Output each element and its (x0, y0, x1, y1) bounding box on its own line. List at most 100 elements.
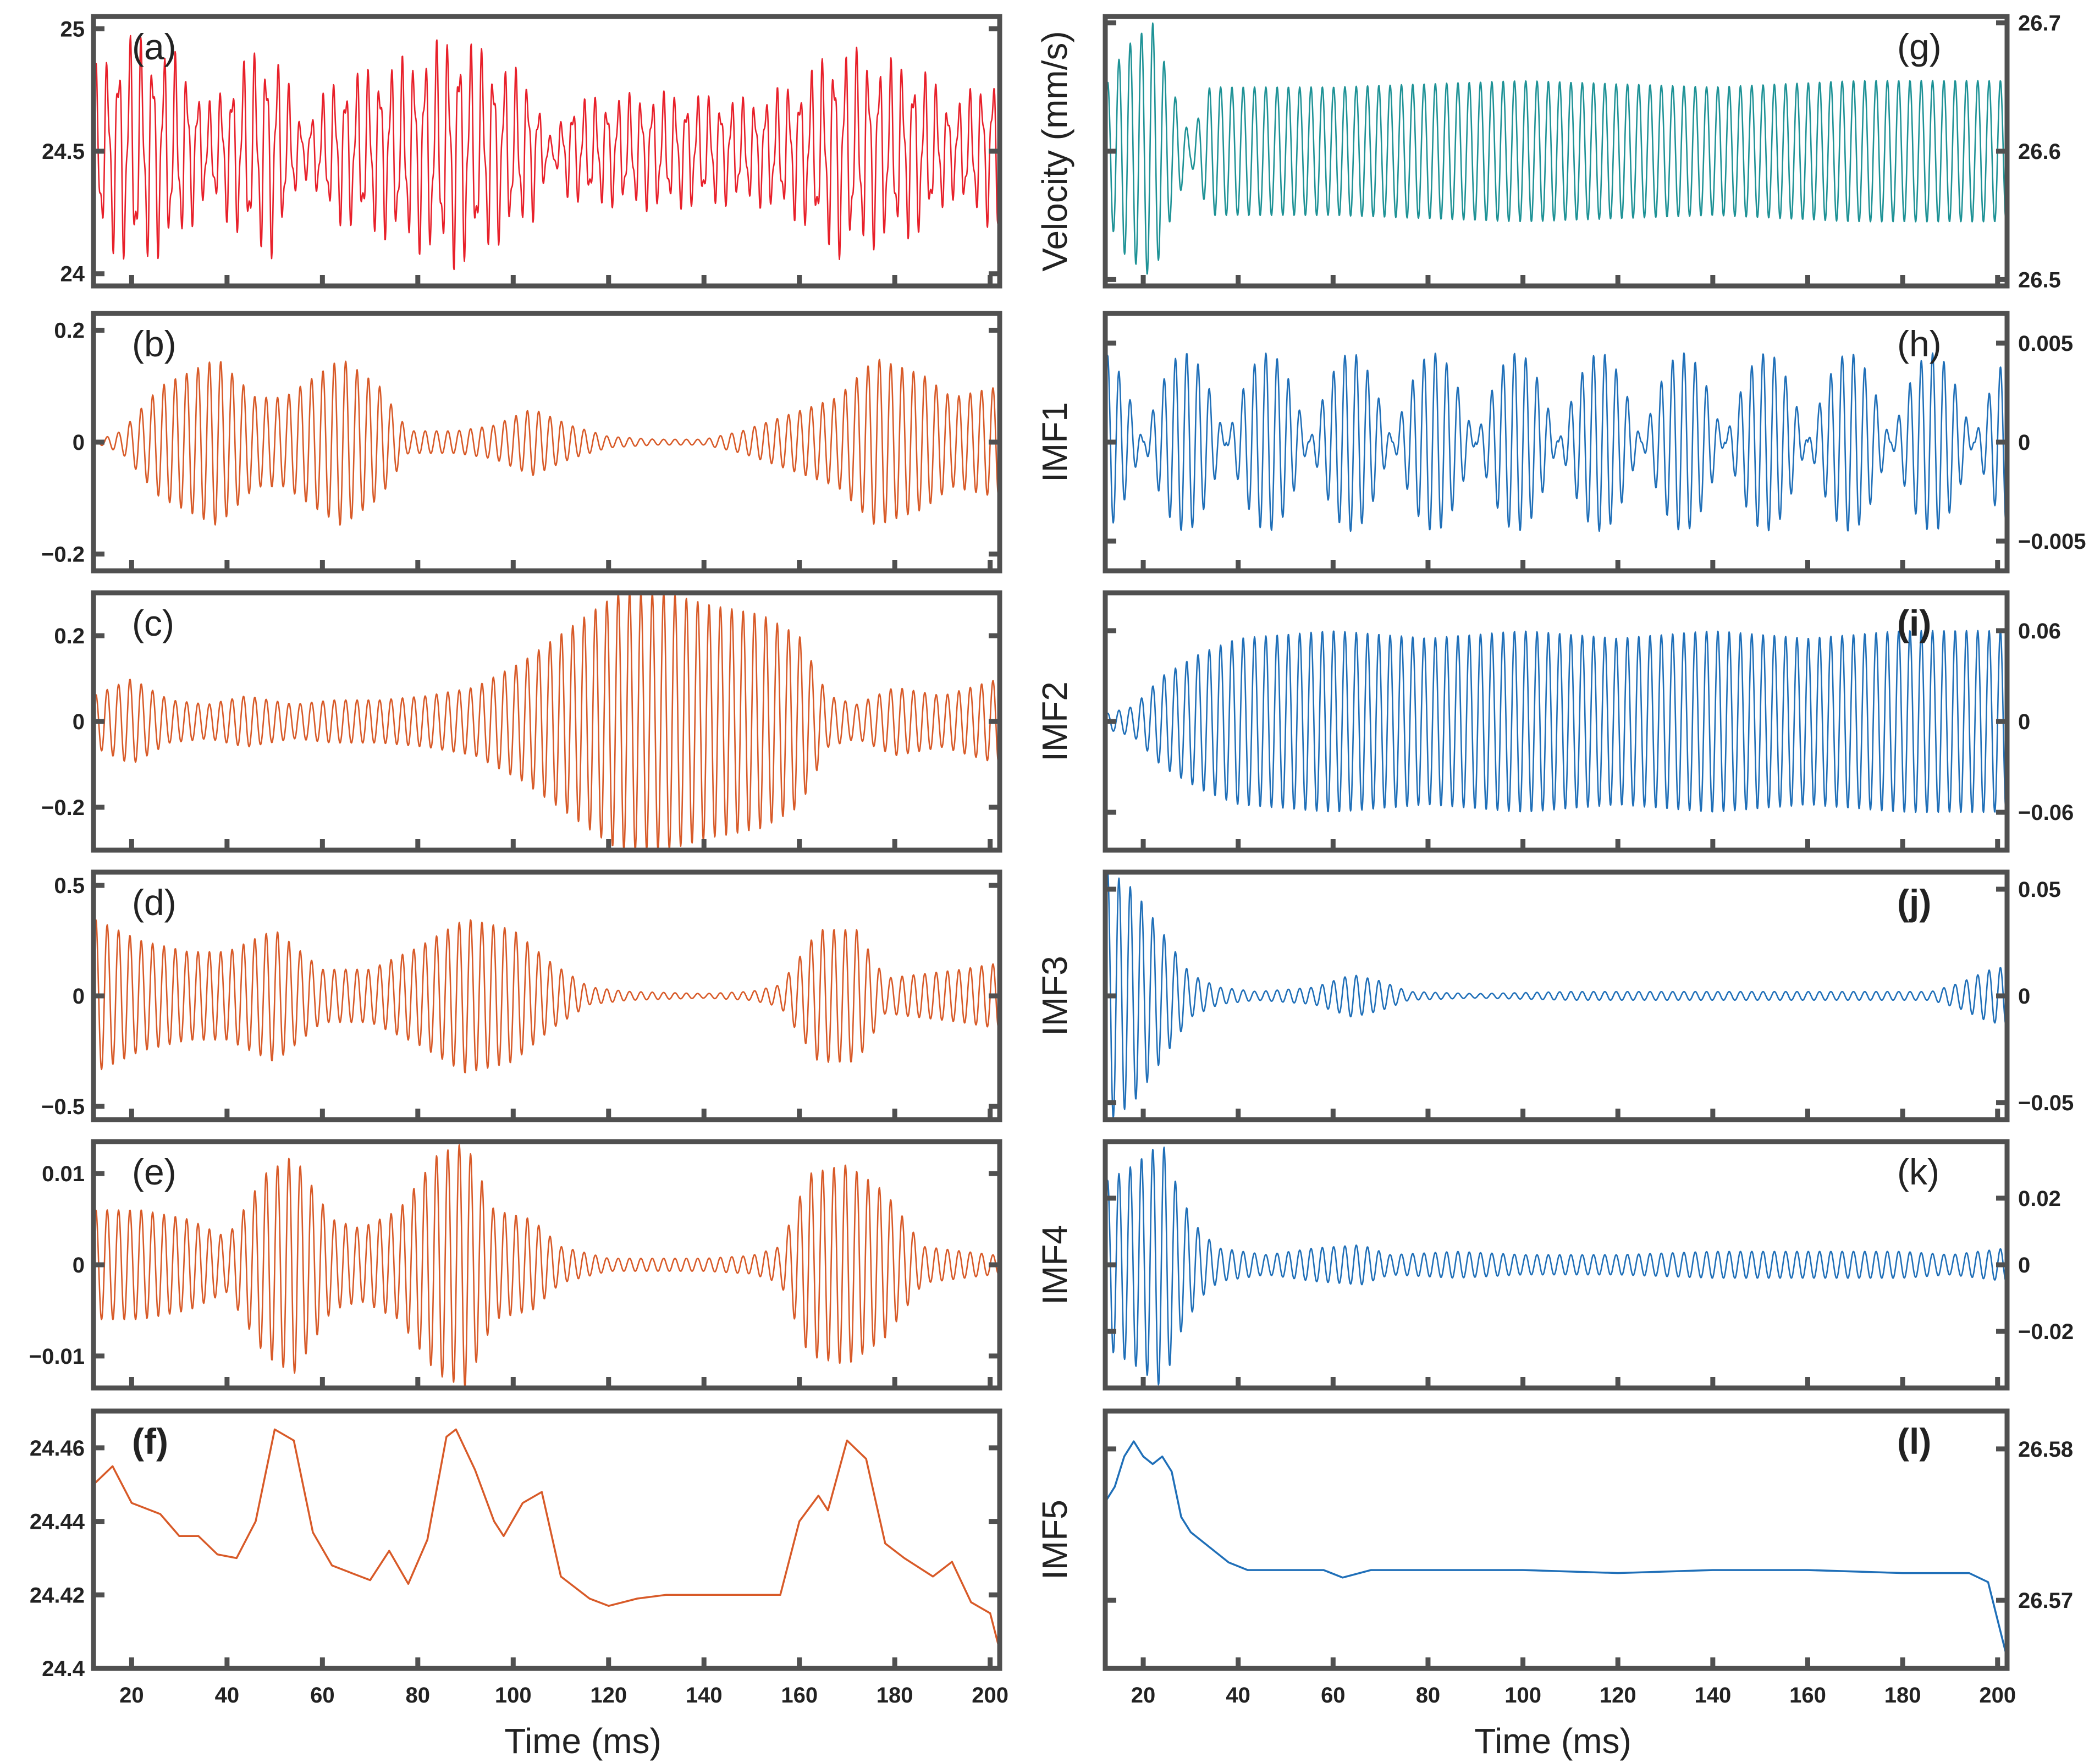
left-column: 24 24.5 25 (a) −0.2 0 0.2 (b) −0.2 0 0.2 (c) −0.5 0 0.… (29, 14, 1008, 1707)
panel-b: −0.2 0 0.2 (b) (41, 311, 1002, 574)
x-tick-label: 60 (310, 1683, 335, 1707)
y-tick-label: −0.2 (41, 796, 85, 820)
y-tick-label: 0 (73, 1253, 85, 1277)
x-tick-label: 160 (781, 1683, 818, 1707)
x-tick-label: 200 (972, 1683, 1008, 1707)
y-tick-label: 0 (2018, 431, 2030, 455)
panel-a: 24 24.5 25 (a) (42, 14, 1002, 289)
x-tick-label: 180 (1884, 1683, 1921, 1707)
panel-frame-f (91, 1408, 1002, 1671)
panel-label-c: (c) (132, 603, 174, 643)
y-tick-label: 0.2 (54, 319, 85, 343)
x-tick-label: 100 (1504, 1683, 1541, 1707)
panel-i: −0.06 0 0.06 (i) IMF2 (1035, 590, 2074, 853)
y-tick-label: 0.2 (54, 624, 85, 648)
x-tick-label: 20 (119, 1683, 144, 1707)
panel-label-d: (d) (132, 882, 177, 923)
series-line-l (1105, 1440, 2007, 1659)
panel-label-f: (f) (132, 1421, 168, 1462)
y-tick-label: 26.7 (2018, 12, 2061, 36)
y-tick-label: −0.005 (2018, 530, 2086, 554)
panel-label-j: (j) (1897, 882, 1931, 923)
x-tick-label: 100 (495, 1683, 532, 1707)
y-tick-label: 0 (2018, 984, 2030, 1009)
y-tick-label: 26.57 (2018, 1589, 2073, 1613)
y-tick-label: −0.5 (41, 1095, 85, 1119)
x-tick-label: 180 (877, 1683, 913, 1707)
x-tick-label: 160 (1789, 1683, 1826, 1707)
series-line-a (93, 35, 1000, 271)
x-tick-label: 200 (1979, 1683, 2016, 1707)
x-tick-label: 120 (1600, 1683, 1636, 1707)
y-tick-label: 0.5 (54, 874, 85, 898)
y-axis-title-k: IMF4 (1035, 1225, 1074, 1305)
x-tick-label: 140 (686, 1683, 723, 1707)
panel-label-h: (h) (1897, 323, 1942, 364)
y-tick-label: 0 (73, 710, 85, 734)
panel-frame-l (1103, 1408, 2010, 1671)
panel-f: 20 40 60 80 100 120 140 160 180 200 24.4 24.42 24.44… (30, 1408, 1008, 1707)
series-line-f (93, 1428, 1000, 1651)
y-axis-title-h: IMF1 (1035, 402, 1074, 482)
y-tick-label: 0 (73, 984, 85, 1009)
x-tick-label: 20 (1131, 1683, 1156, 1707)
series-line-j (1105, 872, 2007, 1119)
panel-c: −0.2 0 0.2 (c) (41, 590, 1002, 853)
panel-label-b: (b) (132, 323, 177, 364)
x-tick-label: 120 (590, 1683, 627, 1707)
x-tick-label: 140 (1694, 1683, 1731, 1707)
panel-g: 26.5 26.6 26.7 (g) Velocity (mm/s) (1035, 12, 2061, 293)
right-x-axis-title: Time (ms) (1474, 1721, 1632, 1761)
y-tick-label: −0.05 (2018, 1091, 2074, 1115)
y-tick-label: 0.05 (2018, 878, 2061, 902)
y-tick-label: 0.005 (2018, 332, 2073, 356)
series-line-e (93, 1144, 1000, 1388)
y-tick-label: 24 (60, 262, 85, 287)
y-tick-label: 24.4 (42, 1657, 85, 1681)
y-tick-label: −0.2 (41, 542, 85, 566)
series-line-h (1105, 352, 2007, 532)
right-column: 26.5 26.6 26.7 (g) Velocity (mm/s) −0.005 0 0.0… (1035, 12, 2086, 1707)
x-tick-label: 80 (406, 1683, 431, 1707)
y-tick-label: 24.44 (30, 1510, 85, 1534)
y-axis-title-l: IMF5 (1035, 1500, 1074, 1580)
y-tick-label: 0.06 (2018, 619, 2061, 643)
panel-k: −0.02 0 0.02 (k) IMF4 (1035, 1139, 2074, 1391)
panel-label-i: (i) (1897, 603, 1931, 643)
x-tick-label: 60 (1321, 1683, 1346, 1707)
y-tick-label: 0 (73, 431, 85, 455)
series-line-b (93, 359, 1000, 526)
panel-e: −0.01 0 0.01 (e) (29, 1139, 1002, 1391)
x-tick-label: 40 (215, 1683, 240, 1707)
y-tick-label: 0.01 (42, 1162, 85, 1186)
left-x-axis-title: Time (ms) (504, 1721, 662, 1761)
panel-h: −0.005 0 0.005 (h) IMF1 (1035, 311, 2086, 574)
series-line-k (1105, 1147, 2007, 1386)
y-tick-label: −0.02 (2018, 1320, 2074, 1344)
y-tick-label: 24.46 (30, 1436, 85, 1461)
y-tick-label: 24.42 (30, 1583, 85, 1607)
y-tick-label: 0.02 (2018, 1187, 2061, 1211)
y-tick-label: 0 (2018, 1253, 2030, 1277)
y-tick-label: 24.5 (42, 140, 85, 164)
panel-label-k: (k) (1897, 1152, 1939, 1192)
y-tick-label: 0 (2018, 710, 2030, 734)
panel-d: −0.5 0 0.5 (d) (41, 869, 1002, 1122)
series-line-i (1105, 630, 2007, 813)
y-axis-title-i: IMF2 (1035, 681, 1074, 762)
y-tick-label: −0.06 (2018, 801, 2074, 825)
y-tick-label: 26.6 (2018, 140, 2061, 164)
panel-label-e: (e) (132, 1152, 177, 1192)
panel-l: 20 40 60 80 100 120 140 160 180 200 26.57 26.58 (l) I… (1035, 1408, 2073, 1707)
panel-label-a: (a) (132, 26, 177, 67)
y-tick-label: −0.01 (29, 1345, 85, 1369)
y-axis-title-g: Velocity (mm/s) (1035, 31, 1074, 271)
y-tick-label: 25 (60, 17, 85, 41)
series-line-d (93, 919, 1000, 1073)
y-tick-label: 26.58 (2018, 1437, 2073, 1462)
series-line-g (1105, 22, 2007, 275)
y-axis-title-j: IMF3 (1035, 956, 1074, 1036)
x-tick-label: 80 (1416, 1683, 1441, 1707)
panel-label-l: (l) (1897, 1421, 1931, 1462)
